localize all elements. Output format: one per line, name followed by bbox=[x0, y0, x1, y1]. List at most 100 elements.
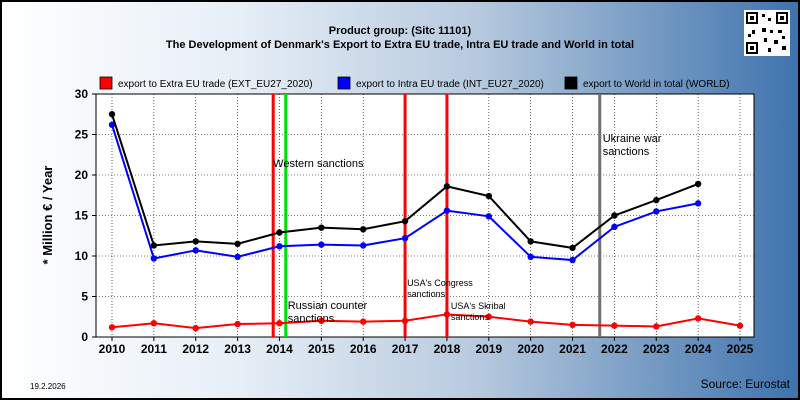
y-tick-label: 10 bbox=[75, 249, 89, 263]
qr-code-icon bbox=[744, 10, 790, 56]
legend: export to Extra EU trade (EXT_EU27_2020)… bbox=[99, 76, 730, 90]
y-tick-label: 20 bbox=[75, 168, 89, 182]
annotation-label: USA's Congress bbox=[407, 278, 473, 288]
series-point-0 bbox=[485, 313, 492, 320]
series-point-1 bbox=[527, 253, 534, 261]
series-point-0 bbox=[569, 321, 576, 329]
series-line-0 bbox=[111, 313, 741, 330]
x-tick-label: 2012 bbox=[182, 342, 209, 356]
series-point-0 bbox=[443, 311, 451, 318]
series-point-0 bbox=[527, 318, 534, 325]
y-tick-label: 25 bbox=[75, 128, 89, 142]
series-point-2 bbox=[694, 180, 702, 188]
x-tick-label: 2025 bbox=[727, 342, 754, 356]
date-stamp: 19.2.2026 bbox=[30, 382, 66, 391]
legend-swatch bbox=[337, 76, 351, 90]
y-axis-label: * Million € / Year bbox=[40, 166, 55, 265]
series-point-2 bbox=[401, 217, 409, 225]
x-tick-label: 2010 bbox=[99, 342, 126, 356]
series-point-1 bbox=[318, 241, 325, 248]
series-point-1 bbox=[276, 243, 283, 250]
x-tick-label: 2024 bbox=[685, 342, 712, 356]
x-tick-label: 2017 bbox=[392, 342, 419, 356]
x-tick-label: 2021 bbox=[559, 342, 586, 356]
annotation-label: sanctions bbox=[451, 312, 490, 322]
series-point-0 bbox=[234, 320, 241, 328]
series-point-2 bbox=[318, 224, 325, 231]
series-point-1 bbox=[694, 200, 702, 207]
series-point-0 bbox=[653, 323, 660, 330]
series-point-0 bbox=[276, 320, 283, 327]
x-axis-ticks: 2010 2011 2012 2013 2014 2015 2016 2017 2018 2019… bbox=[99, 337, 754, 356]
series-point-0 bbox=[401, 317, 409, 324]
series-point-2 bbox=[360, 226, 367, 233]
series-point-2 bbox=[527, 238, 534, 245]
series-point-2 bbox=[108, 111, 116, 118]
series-point-2 bbox=[653, 196, 660, 204]
annotation-label: sanctions bbox=[407, 289, 446, 299]
series-point-1 bbox=[443, 207, 451, 214]
annotation-label: sanctions bbox=[288, 313, 335, 325]
series-point-1 bbox=[485, 213, 492, 220]
annotation-label: sanctions bbox=[603, 146, 650, 158]
annotation-label: Western sanctions bbox=[273, 158, 364, 170]
annotation-label: Ukraine war bbox=[603, 133, 662, 145]
annotation-label: Russian counter bbox=[288, 300, 368, 312]
x-tick-label: 2018 bbox=[434, 342, 461, 356]
series-point-1 bbox=[234, 253, 241, 261]
series-point-0 bbox=[108, 324, 116, 331]
x-tick-label: 2011 bbox=[141, 342, 167, 356]
y-tick-label: 0 bbox=[81, 330, 88, 344]
series-point-1 bbox=[653, 208, 660, 215]
x-tick-label: 2022 bbox=[601, 342, 628, 356]
series-point-2 bbox=[569, 244, 576, 252]
series-point-1 bbox=[569, 256, 576, 264]
source-label: Source: Eurostat bbox=[701, 377, 791, 391]
x-tick-label: 2019 bbox=[475, 342, 502, 356]
series-layer bbox=[108, 111, 744, 332]
series-point-1 bbox=[611, 223, 618, 231]
x-tick-label: 2013 bbox=[224, 342, 251, 356]
legend-label: export to Intra EU trade (INT_EU27_2020) bbox=[356, 79, 544, 90]
legend-label: export to Extra EU trade (EXT_EU27_2020) bbox=[118, 79, 313, 90]
chart-title: The Development of Denmark's Export to E… bbox=[166, 39, 634, 51]
series-point-0 bbox=[360, 318, 367, 325]
y-tick-label: 5 bbox=[81, 290, 88, 304]
series-point-1 bbox=[108, 121, 116, 128]
plot-area bbox=[95, 93, 755, 338]
series-point-2 bbox=[234, 240, 241, 248]
series-point-0 bbox=[318, 317, 325, 324]
series-point-2 bbox=[443, 183, 451, 190]
series-point-1 bbox=[360, 242, 367, 249]
x-tick-label: 2016 bbox=[350, 342, 377, 356]
series-point-0 bbox=[150, 320, 158, 327]
legend-swatch bbox=[564, 76, 578, 90]
series-point-2 bbox=[611, 212, 618, 219]
x-tick-label: 2020 bbox=[517, 342, 544, 356]
series-point-2 bbox=[150, 242, 158, 249]
x-tick-label: 2014 bbox=[266, 342, 293, 356]
series-point-1 bbox=[150, 255, 158, 262]
series-point-0 bbox=[694, 315, 702, 322]
annotation-lines bbox=[271, 94, 602, 337]
series-point-0 bbox=[736, 322, 744, 329]
series-point-2 bbox=[276, 229, 283, 236]
series-point-0 bbox=[611, 322, 618, 329]
chart-subtitle: Product group: (Sitc 11101) bbox=[329, 25, 472, 37]
annotation-label: USA's Skribal bbox=[451, 301, 506, 311]
x-tick-label: 2015 bbox=[308, 342, 335, 356]
y-tick-label: 30 bbox=[75, 87, 89, 101]
legend-swatch bbox=[99, 76, 113, 90]
series-point-0 bbox=[192, 324, 199, 332]
series-point-1 bbox=[401, 234, 409, 242]
series-point-1 bbox=[192, 247, 199, 254]
x-tick-label: 2023 bbox=[643, 342, 670, 356]
y-tick-label: 15 bbox=[75, 209, 89, 223]
series-point-2 bbox=[192, 238, 199, 245]
legend-label: export to World in total (WORLD) bbox=[583, 79, 730, 90]
y-axis-ticks: 0 5 10 15 20 25 30 bbox=[75, 87, 96, 344]
series-point-2 bbox=[485, 192, 492, 200]
